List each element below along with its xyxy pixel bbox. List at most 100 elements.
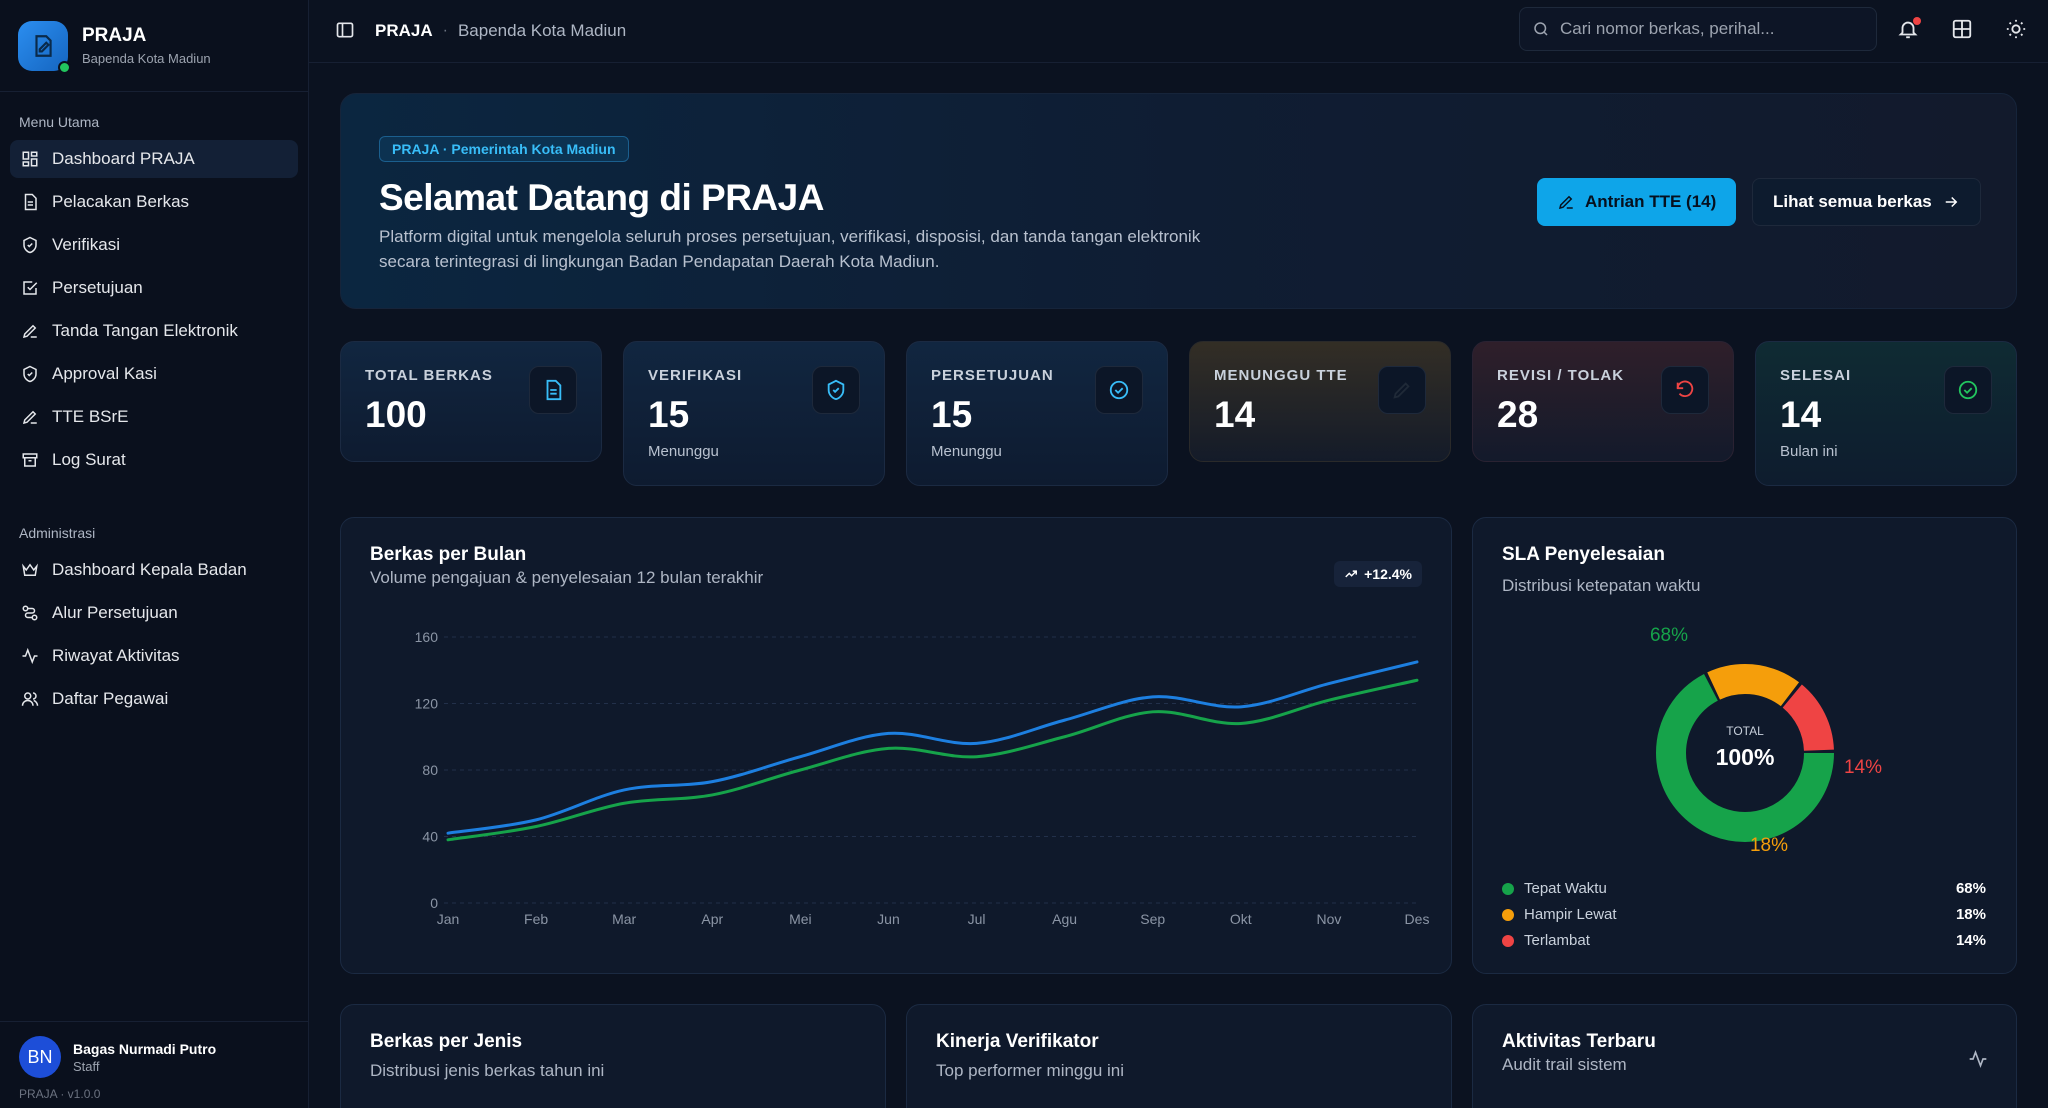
panel-subtitle: Top performer minggu ini — [936, 1061, 1125, 1080]
pen-icon — [1378, 366, 1426, 414]
search-box[interactable] — [1519, 7, 1877, 51]
page-title: Selamat Datang di PRAJA — [379, 177, 824, 218]
user-profile[interactable]: BN Bagas Nurmadi Putro Staff — [0, 1021, 309, 1078]
topbar: PRAJA · Bapenda Kota Madiun — [309, 0, 2048, 63]
stat-card-persetujuan[interactable]: PERSETUJUAN 15 Menunggu — [906, 341, 1168, 486]
brand[interactable]: PRAJA Bapenda Kota Madiun — [0, 0, 308, 92]
nav-section-main: Menu Utama — [19, 114, 100, 130]
panel-subtitle: Volume pengajuan & penyelesaian 12 bulan… — [370, 568, 764, 587]
stat-value: 100 — [365, 394, 427, 435]
pen-icon — [20, 321, 40, 341]
archive-icon — [20, 450, 40, 470]
shield-icon — [20, 364, 40, 384]
sidebar-item-dashboard-praja[interactable]: Dashboard PRAJA — [10, 140, 298, 178]
data-point — [445, 837, 451, 843]
workflow-icon — [20, 603, 40, 623]
legend-value: 18% — [1955, 906, 1986, 923]
arrow-right-icon — [1942, 193, 1960, 211]
search-icon — [1532, 20, 1550, 38]
legend-label: Terlambat — [1524, 932, 1590, 949]
hero-tag: PRAJA · Pemerintah Kota Madiun — [379, 136, 629, 162]
sidebar-item-log-surat[interactable]: Log Surat — [10, 441, 298, 479]
sidebar-item-label: Persetujuan — [52, 278, 143, 297]
panel-title: Aktivitas Terbaru — [1502, 1031, 1656, 1052]
x-tick-label: Des — [1405, 911, 1430, 927]
sidebar-item-persetujuan[interactable]: Persetujuan — [10, 269, 298, 307]
data-point — [1062, 717, 1068, 723]
activity-icon — [20, 646, 40, 666]
x-tick-label: Jun — [877, 911, 900, 927]
slice-data-label: 14% — [1844, 757, 1882, 778]
stat-sub: Menunggu — [648, 443, 719, 460]
legend-value: 14% — [1955, 932, 1986, 949]
sidebar-toggle-icon[interactable] — [335, 20, 357, 42]
brand-title: PRAJA — [82, 25, 147, 46]
y-tick-label: 0 — [430, 895, 438, 911]
data-point — [1326, 681, 1332, 687]
stat-card-menunggu-tte[interactable]: MENUNGGU TTE 14 — [1189, 341, 1451, 462]
app-logo — [18, 20, 71, 74]
donut-center-label: TOTAL — [1726, 724, 1764, 738]
app-version: PRAJA · v1.0.0 — [19, 1087, 101, 1101]
sidebar-item-alur-persetujuan[interactable]: Alur Persetujuan — [10, 594, 298, 632]
data-point — [797, 754, 803, 760]
stat-value: 28 — [1497, 394, 1539, 435]
search-input[interactable] — [1560, 19, 1860, 39]
sidebar-item-dashboard-kepala-badan[interactable]: Dashboard Kepala Badan — [10, 551, 298, 589]
series-line-2 — [446, 678, 1419, 842]
stat-card-verifikasi[interactable]: VERIFIKASI 15 Menunggu — [623, 341, 885, 486]
sidebar-item-daftar-pegawai[interactable]: Daftar Pegawai — [10, 680, 298, 718]
stat-value: 15 — [931, 394, 973, 435]
data-point — [974, 754, 980, 760]
sidebar-item-tte-bsre[interactable]: TTE BSrE — [10, 398, 298, 436]
hero-description: Platform digital untuk mengelola seluruh… — [379, 227, 1201, 271]
x-tick-label: Nov — [1316, 911, 1341, 927]
users-icon — [20, 689, 40, 709]
sidebar-item-riwayat-aktivitas[interactable]: Riwayat Aktivitas — [10, 637, 298, 675]
sidebar-item-label: Tanda Tangan Elektronik — [52, 321, 238, 340]
monthly-chart-panel: Berkas per Bulan Volume pengajuan & peny… — [340, 517, 1452, 974]
sidebar-item-pelacakan-berkas[interactable]: Pelacakan Berkas — [10, 183, 298, 221]
sla-panel: SLA Penyelesaian Distribusi ketepatan wa… — [1472, 517, 2017, 974]
stat-label: TOTAL BERKAS — [365, 367, 493, 384]
sun-icon[interactable] — [2005, 18, 2029, 42]
activity-icon[interactable] — [1968, 1049, 1988, 1069]
stat-card-total-berkas[interactable]: TOTAL BERKAS 100 — [340, 341, 602, 462]
check-circle-icon — [1095, 366, 1143, 414]
data-point — [709, 779, 715, 785]
stat-value: 14 — [1214, 394, 1256, 435]
shield-icon — [812, 366, 860, 414]
panel-title: Berkas per Bulan — [370, 544, 527, 565]
stat-sub: Menunggu — [931, 443, 1002, 460]
lihat-semua-berkas-button[interactable]: Lihat semua berkas — [1752, 178, 1981, 226]
panel-subtitle: Distribusi jenis berkas tahun ini — [370, 1061, 605, 1080]
data-point — [533, 817, 539, 823]
sidebar-item-label: Riwayat Aktivitas — [52, 646, 180, 665]
stat-value: 15 — [648, 394, 690, 435]
checkbox-icon — [20, 278, 40, 298]
antrian-tte-button[interactable]: Antrian TTE (14) — [1537, 178, 1737, 226]
sidebar-item-label: Pelacakan Berkas — [52, 192, 190, 211]
sidebar-item-verifikasi[interactable]: Verifikasi — [10, 226, 298, 264]
stat-card-selesai[interactable]: SELESAI 14 Bulan ini — [1755, 341, 2017, 486]
sidebar-item-label: Alur Persetujuan — [52, 603, 178, 622]
data-point — [885, 745, 891, 751]
sidebar-item-tanda-tangan-elektronik[interactable]: Tanda Tangan Elektronik — [10, 312, 298, 350]
document-icon — [529, 366, 577, 414]
data-point — [621, 800, 627, 806]
sidebar-item-approval-kasi[interactable]: Approval Kasi — [10, 355, 298, 393]
legend-item: Terlambat 14% — [1502, 932, 1986, 949]
grid-icon[interactable] — [1951, 18, 1975, 42]
bell-icon[interactable] — [1897, 17, 1921, 42]
donut-slice-hampir-lewat — [1656, 664, 1834, 842]
rotate-icon — [1661, 366, 1709, 414]
legend-label: Hampir Lewat — [1524, 906, 1617, 923]
online-status-dot — [58, 60, 71, 74]
dashboard-icon — [20, 149, 40, 169]
panel-subtitle: Distribusi ketepatan waktu — [1502, 576, 1701, 595]
document-icon — [20, 192, 40, 212]
x-tick-label: Apr — [701, 911, 723, 927]
data-point — [1414, 677, 1420, 683]
y-tick-label: 80 — [422, 762, 438, 778]
stat-card-revisi-tolak[interactable]: REVISI / TOLAK 28 — [1472, 341, 1734, 462]
